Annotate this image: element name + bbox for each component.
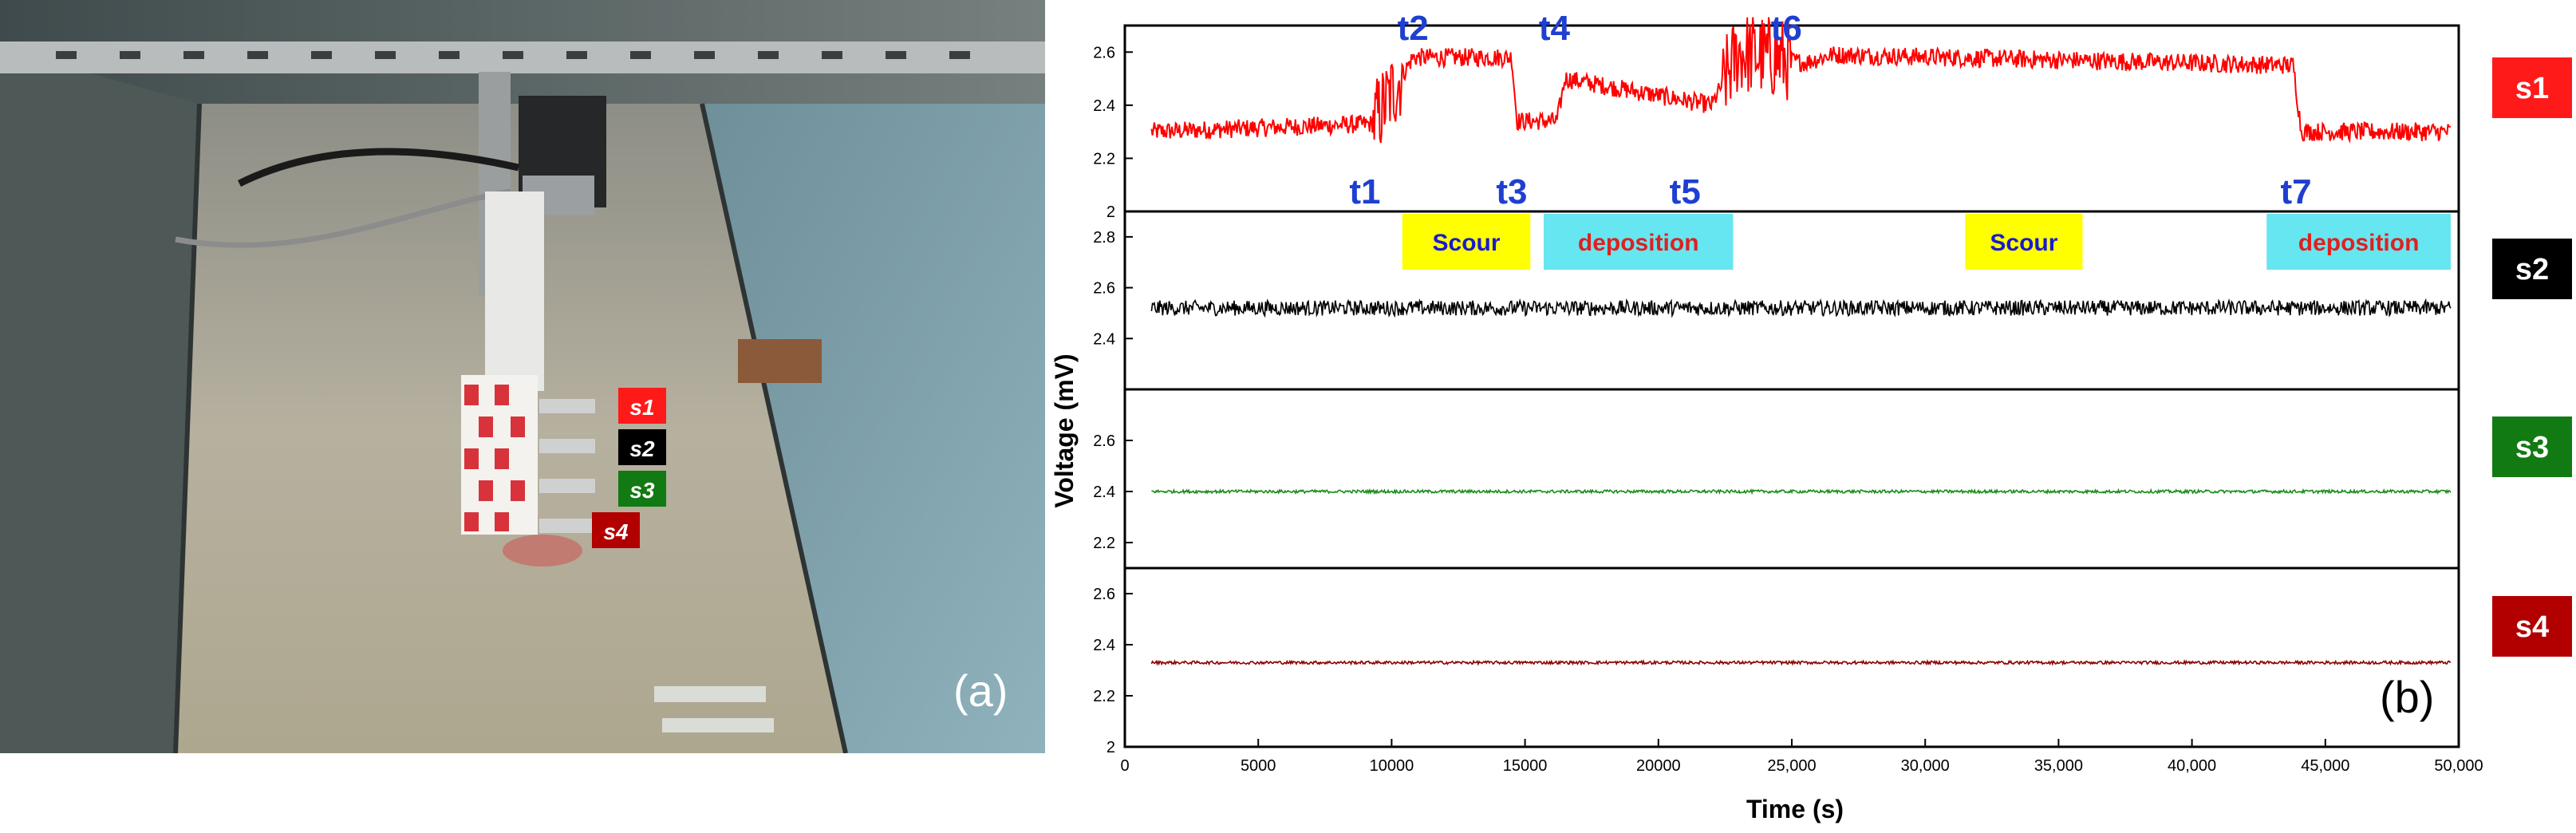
annotation-label: deposition: [1578, 230, 1699, 256]
annotation-band: [1544, 214, 1734, 270]
x-tick-label: 10000: [1370, 757, 1414, 775]
x-tick-label: 15000: [1503, 757, 1548, 775]
y-tick-label: 2.4: [1093, 330, 1115, 348]
event-label: t6: [1771, 9, 1802, 48]
annotation-band: [2266, 214, 2451, 270]
y-tick-label: 2.6: [1093, 44, 1115, 61]
sensor-tags: s1 s2 s3 s4: [592, 388, 666, 548]
event-label: t5: [1670, 172, 1701, 211]
sensor-tag-label: s2: [2515, 253, 2549, 286]
y-tick-label: 2.2: [1093, 150, 1115, 168]
y-tick-label: 2: [1107, 739, 1115, 756]
series-s3-line: [1151, 488, 2452, 495]
tag-s1: [618, 388, 666, 424]
pier-column: [485, 191, 544, 391]
y-tick-label: 2.6: [1093, 280, 1115, 298]
event-label: t4: [1539, 9, 1571, 48]
x-tick-label: 30,000: [1901, 757, 1950, 775]
annotation-band: [1965, 214, 2083, 270]
tag-s3-label: s3: [629, 478, 655, 503]
chart-panel-label: (b): [2380, 672, 2434, 722]
x-tick-label: 0: [1120, 757, 1129, 775]
x-tick-label: 25,000: [1767, 757, 1816, 775]
sensor-tag: [2492, 239, 2572, 299]
right-channel: [702, 104, 1045, 753]
y-tick-label: 2.6: [1093, 586, 1115, 603]
series-s4-line: [1150, 658, 2452, 666]
photo-panel-label: (a): [953, 665, 1008, 716]
sensor-tag-label: s3: [2515, 431, 2549, 464]
y-tick-label: 2: [1107, 203, 1115, 221]
plot-frame: [1123, 24, 2460, 748]
y-tick-label: 2.8: [1093, 229, 1115, 247]
sensor-tag: [2492, 57, 2572, 118]
y-axis-title: Voltage (mV): [1050, 353, 1079, 507]
x-tick-label: 5000: [1241, 757, 1276, 775]
x-axis-title: Time (s): [1746, 795, 1844, 823]
tag-s3: [618, 471, 666, 507]
flume-photo: s1 s2 s3 s4 (a): [0, 0, 1045, 753]
event-label: t2: [1398, 9, 1429, 48]
x-tick-label: 20000: [1636, 757, 1681, 775]
tag-s1-label: s1: [629, 395, 654, 420]
event-label: t1: [1349, 172, 1380, 211]
series-s1-line: [1150, 17, 2452, 144]
y-tick-label: 2.6: [1093, 432, 1115, 450]
tag-s2-label: s2: [629, 436, 655, 461]
x-tick-label: 45,000: [2301, 757, 2349, 775]
event-label: t7: [2280, 172, 2311, 211]
y-tick-label: 2.4: [1093, 637, 1115, 654]
sensor-tag-label: s1: [2515, 72, 2549, 105]
sensor-tag-label: s4: [2515, 610, 2549, 644]
y-tick-label: 2.2: [1093, 688, 1115, 705]
x-tick-label: 35,000: [2034, 757, 2083, 775]
y-tick-label: 2.4: [1093, 97, 1115, 115]
y-tick-label: 2.2: [1093, 535, 1115, 552]
sensor-tag: [2492, 596, 2572, 657]
tag-s4-label: s4: [603, 519, 629, 544]
tag-s2: [618, 429, 666, 465]
annotation-label: Scour: [1433, 230, 1501, 256]
annotation-label: deposition: [2298, 230, 2420, 256]
series-s2-line: [1150, 298, 2452, 318]
sensor-tag: [2492, 416, 2572, 477]
event-label: t3: [1496, 172, 1527, 211]
x-tick-label: 50,000: [2434, 757, 2483, 775]
x-tick-label: 40,000: [2168, 757, 2216, 775]
tag-s4: [592, 512, 640, 548]
annotation-label: Scour: [1990, 230, 2057, 256]
annotation-band: [1402, 214, 1531, 270]
y-tick-label: 2.4: [1093, 484, 1115, 501]
